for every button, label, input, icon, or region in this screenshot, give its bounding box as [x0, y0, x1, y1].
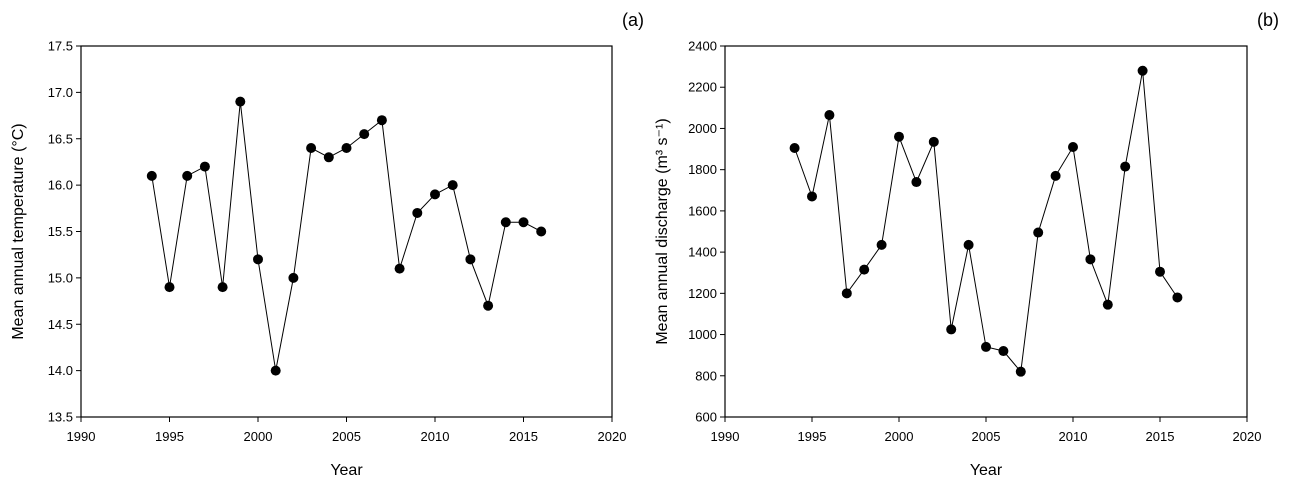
x-axis-title: Year: [970, 462, 1003, 479]
panel-b: 600 800 1000 1200 1400 1600 1800 2000 2200 2400 1…: [654, 10, 1279, 479]
data-point: [217, 282, 228, 293]
data-point: [998, 346, 1009, 357]
data-point: [1068, 141, 1078, 152]
y-tick-label: 2200: [688, 80, 717, 95]
x-tick-label: 2005: [972, 429, 1001, 444]
data-point: [894, 131, 904, 142]
data-point: [146, 170, 157, 181]
x-tick-label: 2020: [598, 429, 627, 444]
panel-label: (b): [1257, 10, 1279, 30]
data-point: [465, 254, 476, 265]
y-axis: 13.5 14.0 14.5 15.0 15.5 16.0 16.5 17.0 17.5: [48, 39, 81, 425]
x-tick-label: 2000: [244, 429, 273, 444]
data-point: [394, 263, 405, 274]
x-tick-label: 2015: [509, 429, 538, 444]
data-point: [359, 129, 370, 140]
data-point: [1050, 170, 1061, 181]
x-tick-label: 1990: [67, 429, 96, 444]
y-tick-label: 16.0: [48, 178, 73, 193]
data-point: [412, 207, 423, 218]
x-axis: 1990 1995 2000 2005 2010 2015 2020: [711, 417, 1262, 444]
data-point: [981, 341, 991, 352]
data-point: [253, 254, 263, 265]
series-line: [151, 101, 542, 371]
y-tick-label: 17.5: [48, 39, 73, 54]
y-tick-label: 14.0: [48, 363, 73, 378]
y-tick-label: 800: [695, 368, 717, 383]
data-point: [859, 264, 870, 275]
x-axis: 1990 1995 2000 2005 2010 2015 2020: [67, 417, 627, 444]
data-point: [164, 282, 175, 293]
data-point: [876, 239, 887, 250]
series-points: [146, 96, 547, 376]
data-point: [483, 300, 494, 311]
x-tick-label: 2015: [1146, 429, 1175, 444]
data-point: [1015, 366, 1026, 377]
data-point: [807, 191, 817, 202]
data-point: [288, 272, 299, 283]
data-point: [199, 161, 210, 172]
x-tick-label: 1995: [798, 429, 827, 444]
data-point: [963, 239, 974, 250]
y-tick-label: 15.5: [48, 224, 73, 239]
y-tick-label: 2000: [688, 121, 717, 136]
data-point: [841, 288, 852, 299]
data-point: [911, 177, 922, 188]
data-point: [1137, 65, 1148, 76]
data-point: [235, 96, 246, 107]
data-point: [323, 152, 334, 163]
data-point: [1085, 254, 1096, 265]
x-tick-label: 2005: [332, 429, 361, 444]
data-point: [789, 143, 800, 154]
data-point: [824, 110, 835, 121]
x-tick-label: 2010: [1059, 429, 1088, 444]
data-point: [1155, 266, 1165, 277]
x-tick-label: 2020: [1233, 429, 1262, 444]
y-axis-title: Mean annual temperature (°C): [10, 123, 27, 339]
plot-frame: [724, 45, 1248, 418]
y-tick-label: 600: [695, 410, 717, 425]
x-tick-label: 1990: [711, 429, 740, 444]
data-point: [447, 180, 458, 191]
y-tick-label: 14.5: [48, 317, 73, 332]
y-axis-title: Mean annual discharge (m³ s⁻¹): [654, 118, 671, 344]
panel-a: 13.5 14.0 14.5 15.0 15.5 16.0 16.5 17.0 17.5 199…: [10, 10, 644, 479]
x-tick-label: 1995: [155, 429, 184, 444]
data-point: [1120, 161, 1131, 172]
data-point: [341, 143, 352, 154]
y-tick-label: 1600: [688, 203, 717, 218]
data-point: [1172, 292, 1183, 303]
x-axis-title: Year: [330, 462, 363, 479]
x-tick-label: 2000: [885, 429, 914, 444]
y-tick-label: 15.0: [48, 270, 73, 285]
data-point: [430, 189, 440, 200]
y-tick-label: 16.5: [48, 131, 73, 146]
data-point: [500, 217, 511, 228]
panel-label: (a): [622, 10, 644, 30]
y-axis: 600 800 1000 1200 1400 1600 1800 2000 2200 2400: [688, 39, 725, 425]
data-point: [536, 226, 547, 237]
data-point: [1102, 299, 1113, 310]
y-tick-label: 1800: [688, 162, 717, 177]
y-tick-label: 1400: [688, 245, 717, 260]
data-point: [946, 324, 957, 335]
x-tick-label: 2010: [421, 429, 450, 444]
data-point: [928, 136, 939, 147]
data-point: [518, 217, 529, 228]
y-tick-label: 2400: [688, 39, 717, 54]
data-point: [270, 365, 281, 376]
y-tick-label: 1200: [688, 286, 717, 301]
data-point: [376, 115, 387, 126]
data-point: [182, 170, 193, 181]
y-tick-label: 1000: [688, 327, 717, 342]
series-line: [794, 70, 1178, 373]
data-point: [1033, 227, 1044, 238]
y-tick-label: 13.5: [48, 410, 73, 425]
y-tick-label: 17.0: [48, 85, 73, 100]
series-points: [789, 65, 1183, 377]
data-point: [306, 143, 317, 154]
